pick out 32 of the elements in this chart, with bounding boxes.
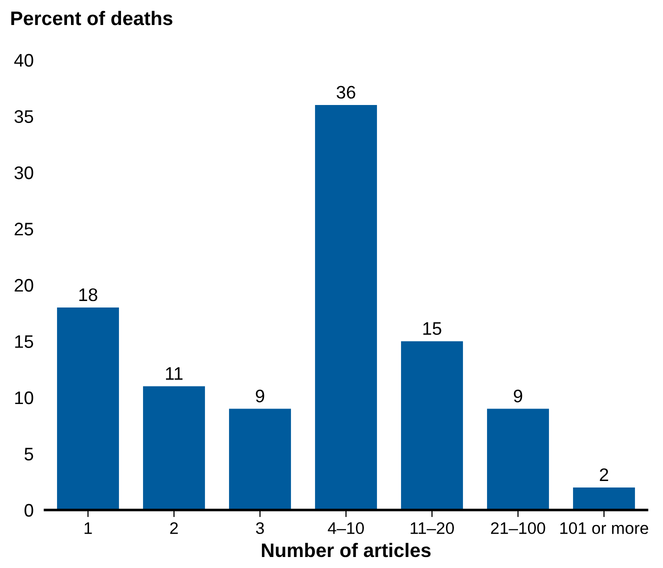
y-tick-label: 15 bbox=[15, 335, 34, 348]
x-tick-label: 3 bbox=[256, 522, 264, 534]
x-axis-title: Number of articles bbox=[262, 542, 431, 558]
y-tick-label: 0 bbox=[24, 504, 34, 517]
bar bbox=[57, 308, 119, 510]
data-label: 36 bbox=[336, 86, 356, 99]
bar bbox=[573, 488, 635, 510]
bar bbox=[487, 408, 549, 510]
data-label: 18 bbox=[79, 288, 98, 302]
x-tick-label: 101 or more bbox=[560, 522, 648, 534]
y-tick-label: 40 bbox=[14, 54, 34, 67]
data-label: 2 bbox=[600, 468, 608, 481]
x-tick-label: 21–100 bbox=[491, 522, 546, 534]
y-tick-label: 5 bbox=[24, 448, 34, 460]
x-tick-label: 11–20 bbox=[410, 522, 454, 534]
data-label: 9 bbox=[514, 390, 522, 402]
y-tick-label: 35 bbox=[14, 110, 34, 123]
y-axis-title: Percent of deaths bbox=[11, 10, 172, 26]
bar bbox=[229, 408, 291, 510]
bar bbox=[143, 386, 205, 510]
y-tick-label: 20 bbox=[14, 278, 34, 292]
bar bbox=[315, 105, 377, 510]
x-tick-label: 4–10 bbox=[328, 522, 364, 534]
data-label: 9 bbox=[256, 390, 264, 402]
x-tick-label: 2 bbox=[170, 522, 178, 534]
y-tick-label: 10 bbox=[15, 391, 34, 404]
y-tick-label: 25 bbox=[14, 222, 34, 236]
x-tick-label: 1 bbox=[84, 522, 92, 534]
bar bbox=[401, 341, 463, 510]
data-label: 11 bbox=[166, 367, 182, 380]
y-tick-label: 30 bbox=[14, 166, 34, 180]
data-label: 15 bbox=[423, 322, 442, 335]
